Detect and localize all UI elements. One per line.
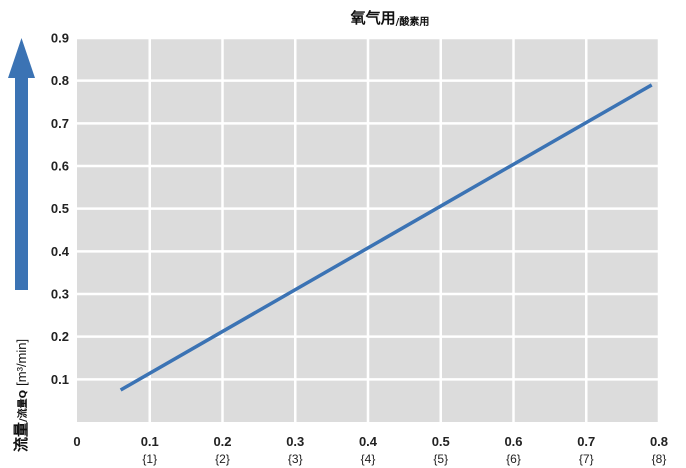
x-tick-label: 0.8 xyxy=(650,434,668,449)
x-subtick-label: {7} xyxy=(579,452,594,466)
grid xyxy=(77,36,661,422)
x-tick-label: 0 xyxy=(73,434,80,449)
arrow-head xyxy=(8,38,35,78)
y-axis-arrow xyxy=(8,38,35,290)
x-subtick-label: {1} xyxy=(142,452,157,466)
x-subtick-label: {4} xyxy=(361,452,376,466)
x-subtick-label: {3} xyxy=(288,452,303,466)
y-axis: 0.1 0.2 0.3 0.4 0.5 0.6 0.7 0.8 0.9 xyxy=(51,31,70,387)
y-tick-label: 0.9 xyxy=(51,31,69,46)
arrow-shaft xyxy=(15,75,28,290)
y-tick-label: 0.2 xyxy=(51,329,69,344)
y-tick-label: 0.8 xyxy=(51,73,69,88)
x-tick-label: 0.2 xyxy=(213,434,231,449)
x-axis: 0 0.1 {1} 0.2 {2} 0.3 {3} 0.4 {4} 0.5 {5} 0.6 {6} 0.7… xyxy=(73,434,668,466)
x-tick-label: 0.4 xyxy=(359,434,378,449)
x-subtick-label: {2} xyxy=(215,452,230,466)
series-line xyxy=(119,83,653,392)
y-tick-label: 0.1 xyxy=(51,372,69,387)
x-tick-label: 0.5 xyxy=(432,434,450,449)
x-subtick-label: {5} xyxy=(433,452,448,466)
y-axis-label: 流量/流量Q[m³/min] xyxy=(12,339,30,452)
y-tick-label: 0.5 xyxy=(51,201,69,216)
chart-title: 氧气用/酸素用 xyxy=(350,9,430,28)
y-tick-label: 0.6 xyxy=(51,159,69,174)
y-tick-label: 0.7 xyxy=(51,116,69,131)
y-tick-label: 0.3 xyxy=(51,287,69,302)
x-tick-label: 0.6 xyxy=(504,434,522,449)
x-subtick-label: {8} xyxy=(652,452,667,466)
x-tick-label: 0.3 xyxy=(286,434,304,449)
x-tick-label: 0.7 xyxy=(577,434,595,449)
x-tick-label: 0.1 xyxy=(141,434,159,449)
series-group xyxy=(119,83,653,392)
x-subtick-label: {6} xyxy=(506,452,521,466)
y-tick-label: 0.4 xyxy=(51,244,70,259)
